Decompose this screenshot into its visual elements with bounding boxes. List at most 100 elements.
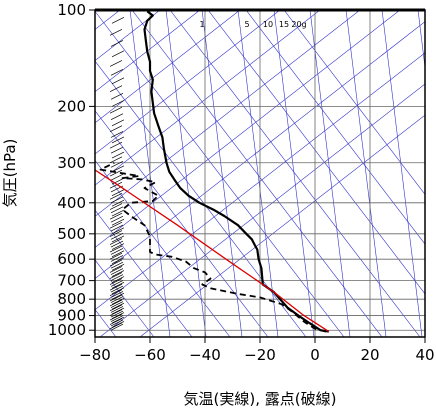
wind-barb <box>110 248 124 255</box>
wind-barb <box>109 272 123 279</box>
wind-barb <box>111 136 125 144</box>
wind-barb <box>111 312 125 319</box>
wind-barb <box>109 141 123 149</box>
wind-barb <box>111 243 125 250</box>
wind-barb <box>109 289 123 296</box>
wind-barb <box>110 232 124 240</box>
x-axis-ticks: −80 −60 −40 −20 0 20 40 <box>79 337 435 364</box>
y-tick-label: 300 <box>57 154 86 172</box>
wind-barb <box>109 156 123 164</box>
wind-barb <box>109 181 123 189</box>
wind-barb <box>110 146 124 154</box>
wind-barb <box>109 230 123 237</box>
isotherm-line <box>95 110 269 337</box>
mixing-ratio-label: 10 <box>263 20 273 29</box>
mixing-ratio-line <box>381 10 423 337</box>
wind-barb <box>110 261 124 269</box>
wind-barb <box>111 276 125 283</box>
parcel-curve-line <box>95 169 330 333</box>
mixing-ratio-labels: 1 5 10 15 20g <box>199 20 306 29</box>
isotherm-line <box>95 159 231 337</box>
wind-barb <box>110 274 124 281</box>
mixing-ratio-label: 15 <box>279 20 289 29</box>
wind-barb <box>111 119 125 127</box>
wind-barb <box>110 215 124 223</box>
wind-barb <box>111 151 125 159</box>
isotherm-line <box>283 10 425 195</box>
wind-barb <box>111 321 125 328</box>
mixing-ratio-line <box>237 10 279 337</box>
wind-barb <box>110 291 124 298</box>
series-layer <box>95 10 330 333</box>
y-tick-label: 700 <box>57 272 86 290</box>
adiabat-line <box>139 114 425 337</box>
wind-barb <box>109 304 123 312</box>
wind-barb <box>109 169 123 177</box>
wind-barb <box>110 131 124 138</box>
wind-barb <box>111 316 125 324</box>
adiabat-line <box>95 10 241 124</box>
x-tick-label: −40 <box>189 346 221 364</box>
wind-barb <box>110 296 124 303</box>
wind-barbs <box>109 10 125 331</box>
x-tick-label: 40 <box>415 346 434 364</box>
wind-barb <box>109 299 123 307</box>
wind-barb <box>111 282 125 289</box>
wind-barb <box>110 92 124 100</box>
wind-barb <box>111 270 125 277</box>
wind-barb <box>110 224 124 232</box>
adiabat-line <box>99 83 425 337</box>
y-tick-label: 1000 <box>48 321 86 339</box>
wind-barb <box>109 266 123 273</box>
wind-barb <box>109 192 123 200</box>
adiabat-line <box>95 10 321 186</box>
wind-barb <box>109 245 123 253</box>
wind-barb <box>110 268 124 275</box>
wind-barb <box>111 100 125 107</box>
y-tick-label: 900 <box>57 307 86 325</box>
mixing-ratio-line <box>345 10 387 337</box>
wind-barb <box>110 319 124 327</box>
wind-barb <box>111 218 125 226</box>
wind-barb <box>110 161 124 168</box>
x-tick-label: −60 <box>134 346 166 364</box>
isotherm-line <box>131 10 383 337</box>
wind-barb <box>111 292 125 300</box>
wind-barb <box>109 203 123 210</box>
x-tick-label: −80 <box>79 346 111 364</box>
wind-barb <box>109 322 123 330</box>
wind-barb <box>109 125 123 133</box>
wind-barb <box>109 309 123 316</box>
wind-barb <box>111 263 125 271</box>
adiabat-line <box>95 10 201 93</box>
wind-barb <box>110 280 124 287</box>
y-tick-label: 500 <box>57 225 86 243</box>
wind-barb <box>109 259 123 267</box>
wind-barb <box>109 212 123 220</box>
isotherm-line <box>95 10 345 337</box>
mixing-ratio-label: 5 <box>244 20 249 29</box>
x-tick-label: 20 <box>360 346 379 364</box>
adiabat-line <box>95 10 401 248</box>
mixing-ratio-label: 1 <box>199 20 204 29</box>
wind-barb <box>110 323 124 331</box>
wind-barb <box>111 307 125 315</box>
wind-barb <box>110 315 124 322</box>
wind-barb <box>109 313 123 321</box>
adiabat-line <box>95 10 361 217</box>
wind-barb <box>110 113 124 120</box>
mixing-ratio-line <box>201 10 243 337</box>
wind-barb <box>110 69 124 76</box>
isotherm-line <box>245 10 425 245</box>
wind-barb <box>109 29 123 36</box>
dewpoint-line <box>99 161 327 333</box>
wind-barb <box>111 302 125 310</box>
y-tick-label: 100 <box>57 1 86 19</box>
wind-barb <box>111 77 125 85</box>
wind-barb <box>110 310 124 318</box>
wind-barb <box>111 16 125 24</box>
wind-barb <box>110 306 124 313</box>
y-tick-label: 800 <box>57 290 86 308</box>
